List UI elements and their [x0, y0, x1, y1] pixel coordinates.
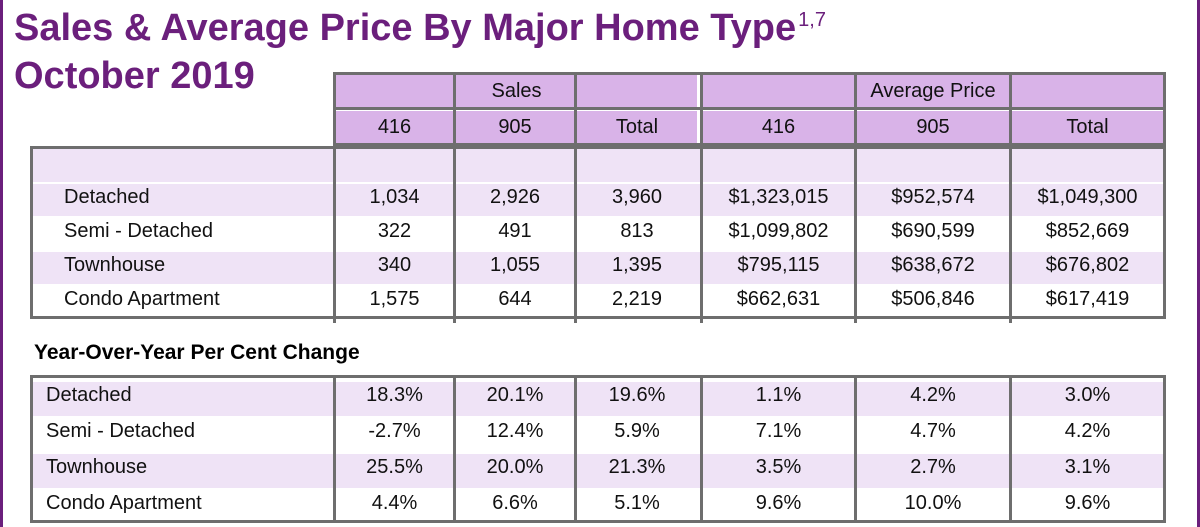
row-shade	[33, 184, 1163, 216]
table-cell: $1,049,300	[1037, 186, 1138, 208]
table-cell: 7.1%	[755, 420, 802, 442]
table-cell: $1,323,015	[728, 186, 829, 208]
table-cell: $952,574	[891, 186, 975, 208]
table-cell: 6.6%	[492, 492, 538, 514]
column-divider	[453, 375, 456, 523]
row-label: Townhouse	[64, 254, 166, 276]
table-cell: $617,419	[1045, 288, 1130, 310]
table-cell: 4.7%	[910, 420, 956, 442]
column-header: Total	[1012, 111, 1163, 143]
header-sales: Sales	[336, 75, 697, 107]
table-cell: 1,395	[611, 254, 663, 276]
table-cell: $662,631	[736, 288, 821, 310]
frame-right-border	[1197, 0, 1200, 527]
row-label: Detached	[46, 384, 132, 406]
table-cell: -2.7%	[368, 420, 421, 442]
table-cell: 9.6%	[1064, 492, 1111, 514]
column-divider	[1009, 72, 1012, 323]
table-cell: 20.1%	[486, 384, 544, 406]
table-cell: 20.0%	[486, 456, 544, 478]
table-cell: 10.0%	[904, 492, 962, 514]
frame-left-border	[0, 0, 3, 527]
table-cell: 2,926	[489, 186, 541, 208]
row-shade	[33, 454, 1163, 488]
column-divider	[854, 72, 857, 323]
column-divider	[574, 375, 577, 523]
column-divider	[333, 72, 336, 323]
header-average-price: Average Price	[703, 75, 1163, 107]
column-divider	[700, 375, 703, 523]
table-cell: 21.3%	[608, 456, 666, 478]
yoy-heading: Year-Over-Year Per Cent Change	[34, 341, 360, 364]
column-divider	[700, 72, 703, 323]
table-cell: 18.3%	[366, 384, 423, 406]
header-divider	[333, 107, 1166, 110]
table-cell: 1.1%	[755, 384, 802, 406]
row-shade	[33, 382, 1163, 416]
column-divider	[1009, 375, 1012, 523]
table-cell: 5.1%	[614, 492, 660, 514]
table-cell: 2,219	[611, 288, 663, 310]
row-label: Detached	[64, 186, 150, 208]
table-cell: $852,669	[1045, 220, 1130, 242]
page-subtitle: October 2019	[14, 55, 255, 97]
table-cell: $638,672	[891, 254, 975, 276]
row-label: Semi - Detached	[64, 220, 213, 242]
column-header: 905	[456, 111, 574, 143]
row-label: Townhouse	[46, 456, 148, 478]
table-cell: 3,960	[611, 186, 663, 208]
column-header: 905	[857, 111, 1009, 143]
table-cell: $676,802	[1045, 254, 1130, 276]
column-header: 416	[336, 111, 453, 143]
table-cell: 491	[498, 220, 532, 242]
table-cell: $690,599	[891, 220, 975, 242]
row-shade	[33, 252, 1163, 284]
table-cell: 25.5%	[366, 456, 423, 478]
table-cell: 12.4%	[486, 420, 544, 442]
table-cell: 9.6%	[755, 492, 802, 514]
row-shade	[33, 149, 1163, 182]
column-header: Total	[577, 111, 697, 143]
table-cell: $1,099,802	[728, 220, 829, 242]
row-label: Semi - Detached	[46, 420, 195, 442]
title-footnote: 1,7	[798, 9, 826, 31]
table-cell: 1,055	[489, 254, 541, 276]
table-cell: 813	[620, 220, 654, 242]
table-cell: 3.5%	[755, 456, 802, 478]
page-title: Sales & Average Price By Major Home Type…	[14, 7, 826, 49]
table-cell: 340	[377, 254, 412, 276]
column-header: 416	[703, 111, 854, 143]
row-label: Condo Apartment	[64, 288, 220, 310]
table-cell: 19.6%	[608, 384, 666, 406]
table-cell: $795,115	[737, 254, 820, 276]
column-divider	[574, 72, 577, 323]
table-cell: 4.2%	[1064, 420, 1111, 442]
column-divider	[854, 375, 857, 523]
row-label: Condo Apartment	[46, 492, 202, 514]
table-cell: 2.7%	[910, 456, 956, 478]
table-cell: 4.4%	[371, 492, 418, 514]
column-divider	[333, 375, 336, 523]
table-cell: $506,846	[891, 288, 975, 310]
table-cell: 322	[377, 220, 412, 242]
table-cell: 644	[498, 288, 532, 310]
table-cell: 3.0%	[1064, 384, 1111, 406]
table-cell: 5.9%	[614, 420, 660, 442]
table-cell: 4.2%	[910, 384, 956, 406]
table-cell: 3.1%	[1064, 456, 1111, 478]
table-cell: 1,034	[369, 186, 420, 208]
column-divider	[453, 72, 456, 323]
table-cell: 1,575	[369, 288, 420, 310]
